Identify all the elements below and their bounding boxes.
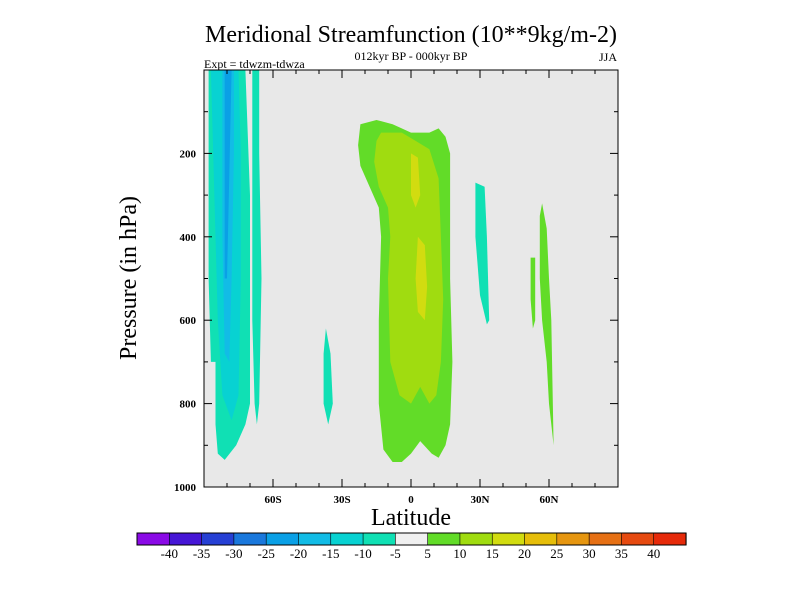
contour-region-5 xyxy=(323,328,333,425)
contour-region-3 xyxy=(224,70,232,279)
x-axis-label: Latitude xyxy=(371,505,451,531)
x-tick-label: 60S xyxy=(264,494,281,506)
colorbar-label: -5 xyxy=(390,546,401,561)
colorbar-swatch xyxy=(362,532,396,546)
colorbar-label: -25 xyxy=(258,546,275,561)
colorbar-swatch xyxy=(621,532,655,546)
chart-subtitle: 012kyr BP - 000kyr BP xyxy=(355,49,468,63)
colorbar-label: 35 xyxy=(615,546,628,561)
colorbar-label: 5 xyxy=(424,546,431,561)
y-tick-label: 1000 xyxy=(174,482,197,494)
x-tick-label: 30N xyxy=(471,494,490,506)
colorbar-swatch xyxy=(136,532,170,546)
colorbar-swatch xyxy=(427,532,461,546)
colorbar-swatch xyxy=(459,532,493,546)
contour-region-7 xyxy=(374,132,444,404)
x-tick-label: 30S xyxy=(333,494,350,506)
experiment-label: Expt = tdwzm-tdwza xyxy=(204,57,305,71)
colorbar-swatch xyxy=(201,532,235,546)
y-tick-label: 200 xyxy=(180,148,197,160)
y-axis: 200 400 600 800 1000 xyxy=(174,111,618,494)
colorbar-label: 25 xyxy=(550,546,563,561)
colorbar-swatch xyxy=(653,532,687,546)
x-tick-label: 60N xyxy=(540,494,559,506)
contour-region-8 xyxy=(411,153,421,208)
contour-region-11 xyxy=(539,203,554,446)
y-axis-label: Pressure (in hPa) xyxy=(116,196,142,360)
y-tick-label: 400 xyxy=(180,232,197,244)
colorbar-swatch xyxy=(298,532,332,546)
colorbar-swatch xyxy=(491,532,526,546)
colorbar-label: -35 xyxy=(193,546,210,561)
contour-regions xyxy=(208,70,554,462)
colorbar-label: -30 xyxy=(225,546,242,561)
colorbar-swatch xyxy=(524,532,558,546)
contour-region-9 xyxy=(415,236,428,321)
colorbar-label: 30 xyxy=(583,546,596,561)
colorbar-label: -40 xyxy=(161,546,178,561)
colorbar-label: -15 xyxy=(322,546,339,561)
colorbar-label: 10 xyxy=(453,546,466,561)
colorbar-label: -10 xyxy=(354,546,371,561)
y-tick-label: 800 xyxy=(180,399,197,411)
chart-title: Meridional Streamfunction (10**9kg/m-2) xyxy=(205,22,617,48)
colorbar-swatch xyxy=(556,532,590,546)
colorbar-label: -20 xyxy=(290,546,307,561)
season-label: JJA xyxy=(599,50,617,64)
contour-region-4 xyxy=(252,70,262,425)
colorbar-label: 15 xyxy=(486,546,499,561)
colorbar: -40 -35 -30 -25 -20 -15 -10 -5 5 10 15 20 25 30 35 40 xyxy=(136,532,687,561)
colorbar-label: 20 xyxy=(518,546,531,561)
contour-region-10 xyxy=(475,182,490,325)
colorbar-swatch xyxy=(168,532,203,546)
colorbar-swatch xyxy=(265,532,300,546)
colorbar-swatch xyxy=(395,532,429,546)
colorbar-swatch xyxy=(233,532,267,546)
x-tick-label: 0 xyxy=(408,494,414,506)
x-axis: 60S 30S 0 30N 60N xyxy=(203,70,619,506)
colorbar-label: 40 xyxy=(647,546,660,561)
colorbar-swatch xyxy=(330,532,364,546)
contour-region-12 xyxy=(530,257,536,329)
colorbar-frame xyxy=(136,532,687,546)
y-tick-label: 600 xyxy=(180,315,197,327)
colorbar-swatch xyxy=(588,532,623,546)
